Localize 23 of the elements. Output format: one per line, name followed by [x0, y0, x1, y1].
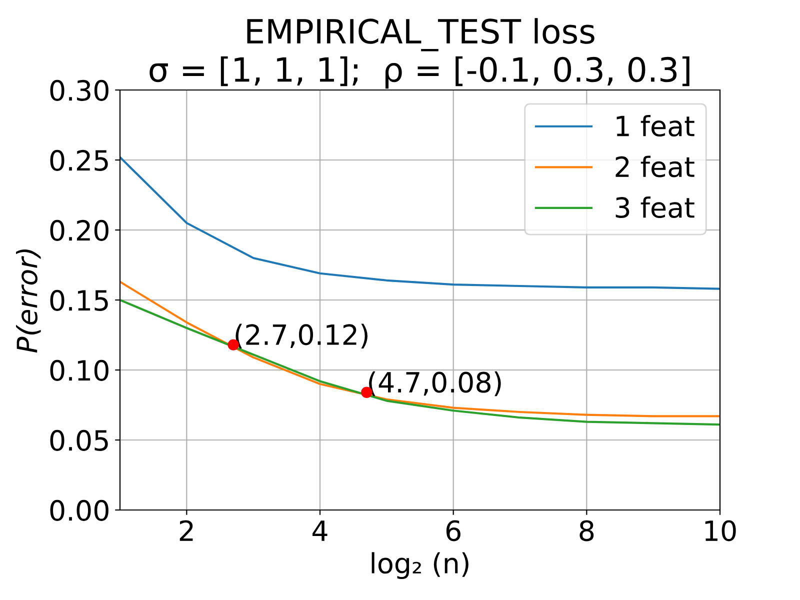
annotation: (2.7,0.12)	[236, 324, 368, 348]
x-tick-label: 10	[705, 520, 736, 542]
line-series	[120, 298, 720, 426]
chart-title: EMPIRICAL_TEST loss σ = [1, 1, 1]; ρ = [-0.1, 0.3, 0.3]	[150, 18, 690, 89]
x-axis-title: log₂ (n)	[372, 552, 468, 580]
line-series	[120, 280, 720, 418]
y-tick-label: 0.25	[50, 150, 108, 171]
x-tick-label: 8	[580, 520, 594, 542]
y-tick-label: 0.00	[50, 500, 108, 521]
legend-label: 3 feat	[616, 196, 694, 218]
x-tick-label: 2	[180, 520, 193, 541]
legend-label: 1 feat	[616, 115, 694, 136]
x-tick-label: 6	[446, 520, 460, 542]
y-tick-label: 0.15	[50, 290, 108, 311]
annotation: (4.7,0.08)	[369, 371, 501, 396]
y-axis-title: P(error)	[16, 249, 41, 353]
y-tick-label: 0.05	[50, 430, 108, 451]
x-tick-label: 4	[312, 520, 328, 541]
y-tick-label: 0.20	[50, 220, 108, 241]
legend-label: 2 feat	[616, 156, 694, 178]
y-tick-label: 0.10	[50, 360, 108, 381]
y-tick-label: 0.30	[50, 80, 108, 101]
line-series	[120, 156, 720, 290]
